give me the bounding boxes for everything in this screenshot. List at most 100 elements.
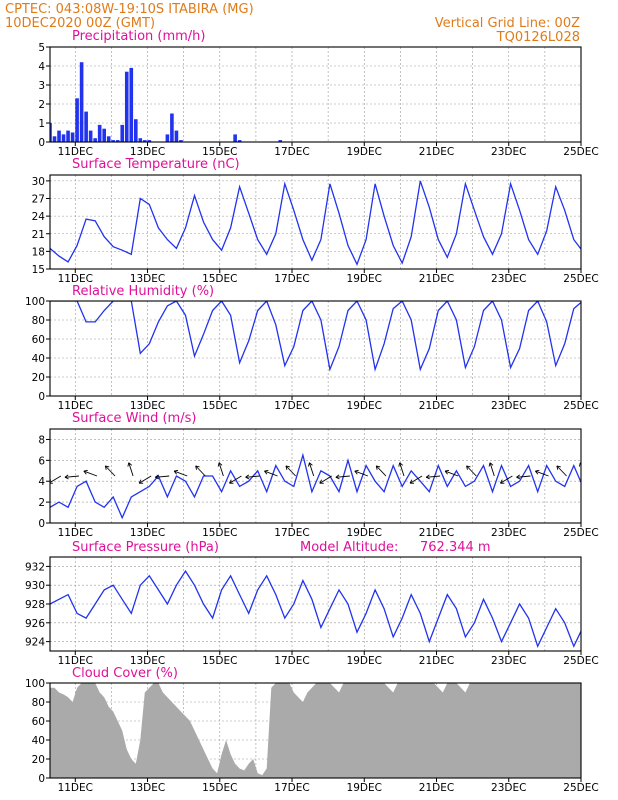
y-tick-label: 0 [38, 391, 45, 403]
wind-arrow-head [155, 476, 160, 480]
wind-arrow-head [354, 470, 358, 475]
x-tick-label: 11DEC [58, 273, 93, 285]
x-tick-label: 25DEC [563, 146, 598, 158]
x-tick-label: 17DEC [274, 273, 309, 285]
wind-arrow-head [217, 462, 220, 467]
wind-arrow [535, 470, 549, 477]
wind-arrow-head [195, 465, 197, 470]
plot-area [50, 301, 581, 372]
header-date: 10DEC2020 00Z (GMT) [5, 16, 155, 31]
x-tick-label: 11DEC [58, 527, 93, 539]
x-tick-label: 13DEC [130, 146, 165, 158]
y-tick-label: 30 [32, 176, 45, 188]
cloud-cover-panel: 0 20 40 60 80 100 11DEC 13DEC 15DEC 17DEC 19DEC 21D… [25, 666, 599, 794]
wind-arrow-head [556, 465, 561, 468]
precip-bar [61, 134, 66, 142]
panel-title: Surface Temperature (nC) [72, 157, 240, 172]
x-tick-label: 13DEC [130, 782, 165, 794]
y-tick-label: 21 [32, 229, 45, 241]
precip-bar [106, 136, 111, 142]
wind-arrow-head [335, 476, 340, 480]
y-tick-label: 40 [32, 353, 45, 365]
wind-arrow-head [64, 476, 69, 480]
humidity-panel: 0 20 40 60 80 100 11DEC 13DEC 15DEC 17DEC 19DEC 21D… [25, 284, 599, 412]
x-tick-label: 11DEC [58, 782, 93, 794]
precip-bar [93, 138, 97, 142]
wind-arrow-head [489, 462, 494, 466]
plot-frame [49, 46, 582, 143]
x-tick-label: 23DEC [491, 527, 526, 539]
panel-title: Relative Humidity (%) [72, 284, 214, 299]
wind-arrow [516, 475, 531, 478]
wind-arrow-head [578, 462, 581, 467]
precip-bar [143, 140, 147, 142]
wind-arrow [354, 470, 369, 477]
wind-arrow-head [499, 479, 503, 484]
precip-bar [97, 124, 102, 142]
wind-arrow [500, 475, 513, 484]
series-line [50, 452, 581, 520]
wind-arrow-head [444, 469, 450, 472]
wind-arrow [409, 475, 423, 484]
x-tick-label: 15DEC [202, 527, 237, 539]
wind-arrow-head [535, 470, 539, 475]
x-tick-label: 19DEC [347, 400, 382, 412]
x-tick-label: 17DEC [274, 655, 309, 667]
temperature-panel: 15 18 21 24 27 30 11DEC 13DEC 15DEC 17DEC 19DEC 21D… [32, 157, 599, 285]
x-tick-label: 21DEC [419, 273, 454, 285]
wind-arrow [285, 465, 296, 477]
y-tick-label: 80 [32, 697, 45, 709]
wind-arrow-head [309, 462, 313, 466]
wind-arrow [375, 465, 387, 477]
wind-arrow [466, 465, 477, 477]
y-tick-label: 100 [25, 678, 45, 690]
precip-bar [165, 134, 170, 142]
precip-bar [133, 119, 138, 142]
wind-arrow-head [104, 465, 107, 470]
wind-arrow [245, 475, 260, 478]
precipitation-panel: 0 1 2 3 4 5 11DEC 13DEC 15DEC 17DEC 19DEC 21DEC 23DE… [38, 29, 598, 158]
x-tick-label: 19DEC [347, 782, 382, 794]
plot-area [50, 452, 581, 520]
x-tick-label: 21DEC [419, 782, 454, 794]
wind-arrow-head [264, 469, 269, 472]
y-tick-label: 924 [25, 637, 45, 649]
x-tick-label: 13DEC [130, 527, 165, 539]
x-tick-label: 23DEC [491, 782, 526, 794]
x-tick-label: 19DEC [347, 273, 382, 285]
x-tick-label: 23DEC [491, 400, 526, 412]
x-tick-label: 21DEC [419, 655, 454, 667]
x-tick-label: 13DEC [130, 400, 165, 412]
x-tick-label: 15DEC [202, 146, 237, 158]
precip-bar [84, 111, 88, 142]
wind-arrow-head [466, 465, 468, 470]
y-tick-label: 930 [25, 580, 45, 592]
x-tick-label: 11DEC [58, 655, 93, 667]
precip-bar [120, 124, 125, 142]
precip-bar [70, 132, 75, 142]
precip-bar [147, 140, 152, 142]
plot-area [50, 569, 581, 649]
x-tick-label: 17DEC [274, 527, 309, 539]
y-tick-label: 24 [32, 211, 46, 223]
precip-bar [111, 140, 116, 142]
wind-arrow-head [218, 462, 223, 466]
wind-arrow [64, 475, 79, 478]
wind-arrow-head [105, 465, 110, 468]
y-tick-label: 5 [38, 42, 45, 54]
wind-arrow-head [308, 462, 310, 467]
model-altitude-label: Model Altitude: [300, 540, 398, 555]
x-tick-label: 17DEC [274, 782, 309, 794]
x-tick-label: 25DEC [563, 400, 598, 412]
wind-arrow-head [83, 469, 88, 472]
x-tick-label: 21DEC [419, 527, 454, 539]
wind-arrow [399, 462, 405, 477]
y-tick-label: 3 [38, 80, 45, 92]
wind-arrow-head [138, 479, 142, 484]
precip-bar [66, 130, 70, 142]
precip-bar [79, 62, 84, 142]
x-tick-label: 23DEC [491, 655, 526, 667]
wind-arrow-head [335, 474, 340, 478]
plot-area [50, 62, 283, 142]
wind-arrow [83, 470, 98, 477]
